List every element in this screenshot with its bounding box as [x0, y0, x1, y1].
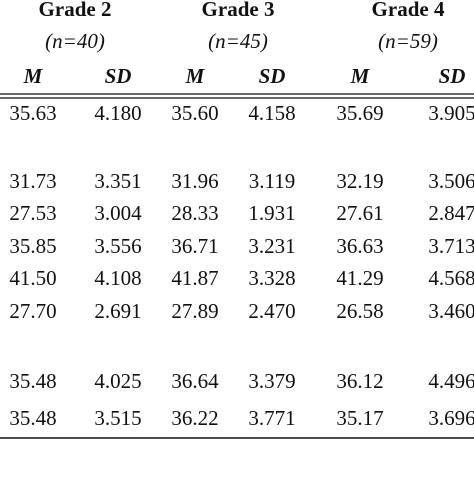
cell: 3.556 — [94, 234, 141, 258]
cell: 3.696 — [428, 406, 474, 430]
cell: 3.460 — [428, 299, 474, 323]
cell: 36.71 — [171, 234, 218, 258]
cell: 27.70 — [9, 299, 56, 323]
cell: 35.48 — [9, 369, 56, 393]
cell: 3.351 — [94, 169, 141, 193]
cell: 35.63 — [9, 101, 56, 125]
cell: 3.379 — [248, 369, 295, 393]
cell: 3.119 — [249, 169, 295, 193]
cell: 1.931 — [248, 201, 295, 225]
column-header: M — [185, 64, 206, 88]
cell: 26.58 — [336, 299, 383, 323]
cell: 27.61 — [336, 201, 383, 225]
cell: 36.63 — [336, 234, 383, 258]
column-header: SD — [105, 64, 132, 88]
cell: 36.64 — [171, 369, 219, 393]
cell: 36.22 — [171, 406, 218, 430]
cell: 41.87 — [171, 266, 218, 290]
cell: 41.50 — [9, 266, 56, 290]
cell: 3.771 — [248, 406, 295, 430]
cell: 31.73 — [9, 169, 56, 193]
cell: 31.96 — [171, 169, 218, 193]
cell: 3.506 — [428, 169, 474, 193]
cell: 2.847 — [428, 201, 474, 225]
cell: 3.905 — [428, 101, 474, 125]
cell: 3.231 — [248, 234, 295, 258]
cell: 35.85 — [9, 234, 56, 258]
cell: 4.496 — [428, 369, 474, 393]
group-title: Grade 4 — [372, 0, 445, 21]
column-header: M — [23, 64, 44, 88]
group-n: (n=40) — [45, 29, 105, 53]
cell: 3.004 — [94, 201, 142, 225]
cell: 27.53 — [9, 201, 56, 225]
cell: 4.108 — [94, 266, 141, 290]
group-n: (n=59) — [378, 29, 438, 53]
cell: 4.158 — [248, 101, 295, 125]
cell: 3.713 — [428, 234, 474, 258]
cell: 4.568 — [428, 266, 474, 290]
cell: 3.515 — [94, 406, 141, 430]
cell: 35.48 — [9, 406, 56, 430]
cell: 35.69 — [336, 101, 383, 125]
cell: 35.60 — [171, 101, 218, 125]
cell: 36.12 — [336, 369, 383, 393]
column-header: M — [350, 64, 371, 88]
column-header: SD — [259, 64, 286, 88]
group-title: Grade 3 — [202, 0, 275, 21]
cell: 27.89 — [171, 299, 218, 323]
group-n: (n=45) — [208, 29, 268, 53]
cell: 35.17 — [336, 406, 383, 430]
column-header: SD — [439, 64, 466, 88]
cell: 32.19 — [336, 169, 383, 193]
cell: 2.691 — [94, 299, 141, 323]
group-title: Grade 2 — [39, 0, 112, 21]
cell: 4.025 — [94, 369, 141, 393]
cell: 41.29 — [336, 266, 383, 290]
cell: 2.470 — [248, 299, 295, 323]
cell: 28.33 — [171, 201, 218, 225]
cell: 4.180 — [94, 101, 141, 125]
cell: 3.328 — [248, 266, 295, 290]
